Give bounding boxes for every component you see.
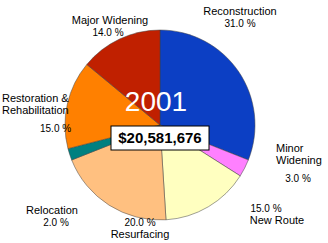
- background: [0, 0, 328, 243]
- value-label: 20.0 %: [124, 217, 155, 228]
- category-label-line: Widening: [276, 154, 322, 166]
- category-label: New Route: [250, 214, 304, 226]
- total-box: [111, 126, 209, 150]
- category-label-line: Resurfacing: [111, 228, 170, 240]
- category-label: Resurfacing: [111, 228, 170, 240]
- value-label: 14.0 %: [92, 27, 123, 38]
- category-label: MinorWidening: [276, 142, 322, 166]
- chart-container: Reconstruction31.0 % MinorWidening 3.0 % Ne…: [0, 0, 328, 243]
- category-label-line: Restoration &: [2, 92, 69, 104]
- value-label: 3.0 %: [285, 173, 311, 184]
- value-label: 15.0 %: [250, 203, 281, 214]
- category-label-line: New Route: [250, 214, 304, 226]
- value-label: 31.0 %: [224, 18, 255, 29]
- chart-svg: Reconstruction31.0 % MinorWidening 3.0 % Ne…: [0, 0, 328, 243]
- category-label: Reconstruction: [203, 5, 276, 17]
- category-label-line: Major Widening: [72, 14, 148, 26]
- category-label-line: Relocation: [26, 204, 78, 216]
- total-label: $20,581,676: [118, 129, 201, 146]
- value-label: 2.0 %: [43, 217, 69, 228]
- category-label-line: Reconstruction: [203, 5, 276, 17]
- category-label: Relocation: [26, 204, 78, 216]
- pie-slices: [65, 30, 255, 220]
- category-label-line: Rehabilitation: [2, 104, 69, 116]
- category-label: Major Widening: [72, 14, 148, 26]
- category-label-line: Minor: [276, 142, 304, 154]
- chart-title: 2001: [125, 86, 187, 117]
- category-label: Restoration &Rehabilitation: [2, 92, 69, 116]
- value-label: 15.0 %: [40, 123, 71, 134]
